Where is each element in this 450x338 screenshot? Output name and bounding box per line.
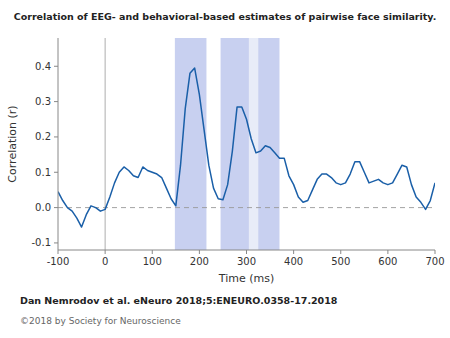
x-tick-label: 100 bbox=[143, 256, 162, 267]
y-tick bbox=[54, 207, 58, 208]
plot-area bbox=[58, 38, 435, 250]
axes: -100 0 100 200 300 400 500 600 700 -0.1 0.0 0.1 0.2 0… bbox=[31, 38, 444, 267]
x-tick-label: 600 bbox=[378, 256, 397, 267]
y-tick-label: 0.0 bbox=[35, 202, 51, 213]
y-tick-label: 0.4 bbox=[35, 61, 51, 72]
y-tick-label: -0.1 bbox=[31, 237, 51, 248]
copyright: ©2018 by Society for Neuroscience bbox=[20, 316, 181, 326]
shaded-region bbox=[221, 38, 280, 250]
y-tick-label: 0.2 bbox=[35, 131, 51, 142]
x-tick-label: 500 bbox=[331, 256, 350, 267]
x-tick bbox=[293, 250, 294, 254]
y-axis-label: Correlation (r) bbox=[6, 105, 19, 182]
x-tick-label: 700 bbox=[425, 256, 444, 267]
x-tick-label: -100 bbox=[47, 256, 70, 267]
data-line bbox=[58, 68, 435, 227]
x-axis-label: Time (ms) bbox=[218, 272, 274, 285]
x-tick bbox=[105, 250, 106, 254]
x-tick bbox=[340, 250, 341, 254]
y-tick-label: 0.1 bbox=[35, 167, 51, 178]
y-tick bbox=[54, 242, 58, 243]
citation: Dan Nemrodov et al. eNeuro 2018;5:ENEURO… bbox=[20, 295, 338, 306]
x-tick-label: 0 bbox=[102, 256, 108, 267]
y-tick bbox=[54, 172, 58, 173]
x-tick bbox=[199, 250, 200, 254]
reference-vline bbox=[105, 38, 106, 250]
title: Correlation of EEG- and behavioral-based… bbox=[14, 11, 437, 22]
x-tick bbox=[58, 250, 59, 254]
x-tick bbox=[152, 250, 153, 254]
y-tick-label: 0.3 bbox=[35, 96, 51, 107]
x-tick-label: 400 bbox=[284, 256, 303, 267]
y-axis-line bbox=[58, 38, 59, 250]
y-tick bbox=[54, 136, 58, 137]
y-tick bbox=[54, 66, 58, 67]
shaded-region bbox=[175, 38, 207, 250]
x-tick-label: 200 bbox=[190, 256, 209, 267]
chart: -100 0 100 200 300 400 500 600 700 -0.1 0.0 0.1 0.2 0… bbox=[0, 0, 450, 338]
reference-hline bbox=[58, 207, 435, 208]
y-tick bbox=[54, 101, 58, 102]
x-tick bbox=[246, 250, 247, 254]
x-tick bbox=[435, 250, 436, 254]
x-tick bbox=[387, 250, 388, 254]
x-tick-label: 300 bbox=[237, 256, 256, 267]
